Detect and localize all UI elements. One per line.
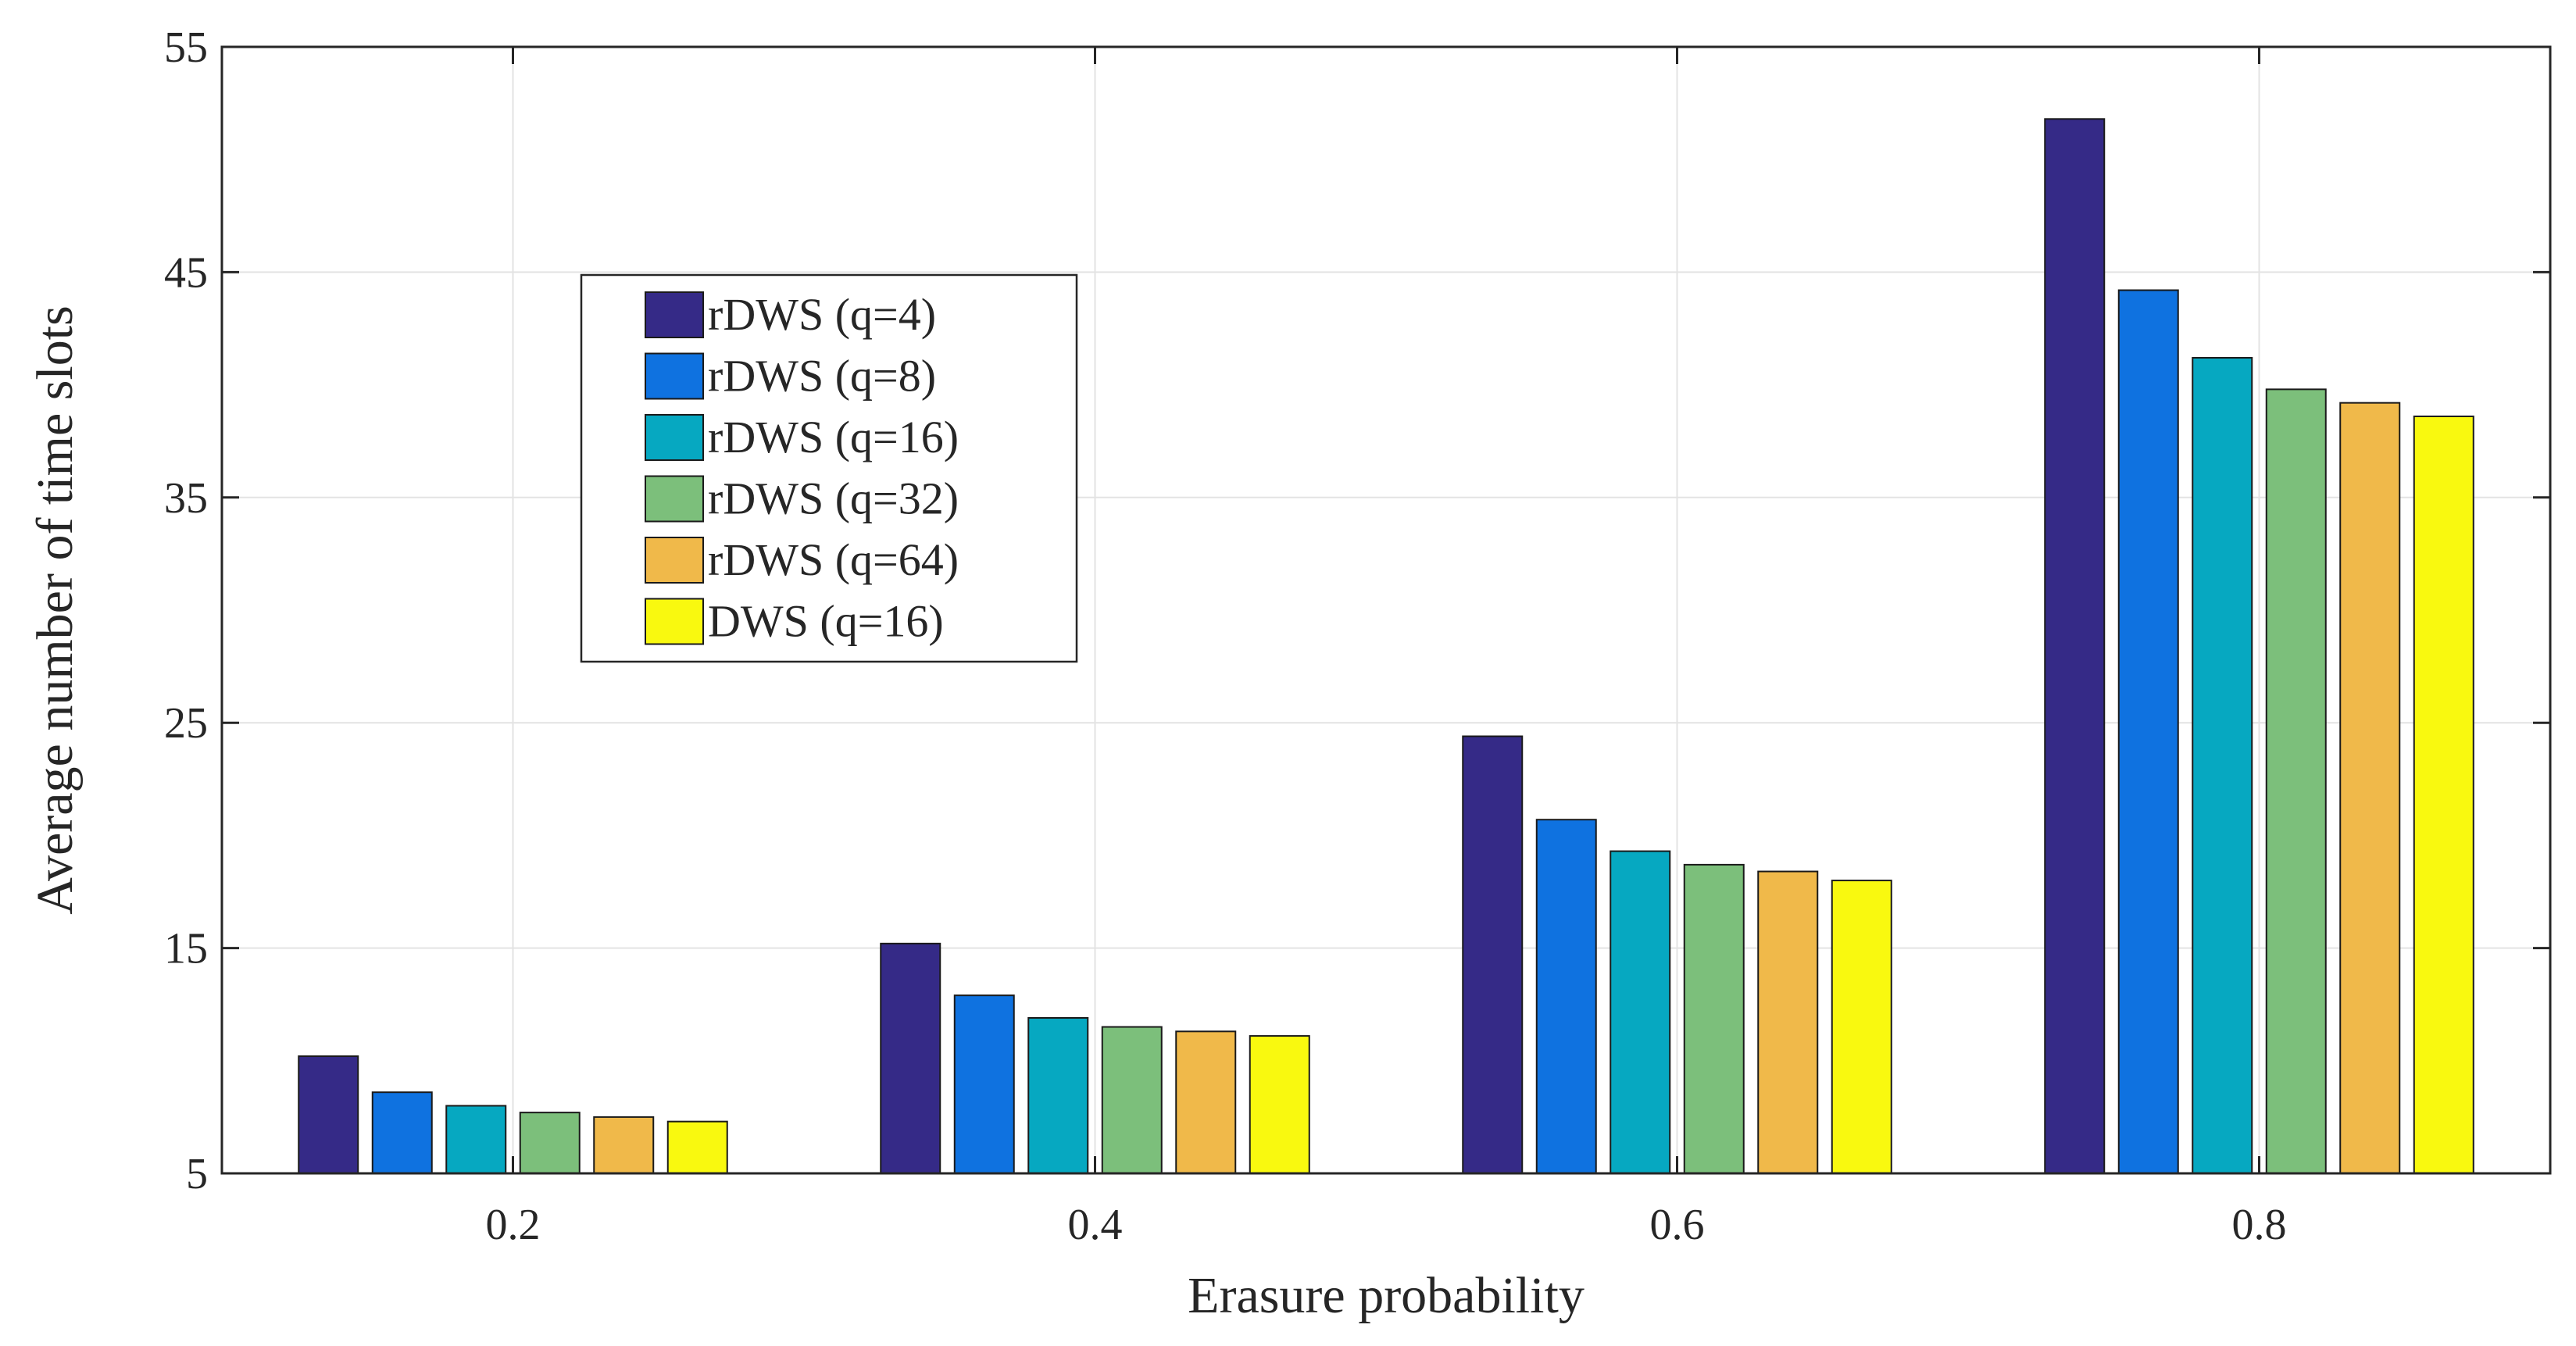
y-tick-label: 55 [164, 23, 208, 72]
bar-series-2-cat-3 [2192, 356, 2253, 1175]
legend-swatch-4 [645, 537, 704, 584]
bar-series-4-cat-0 [593, 1116, 655, 1175]
legend-swatch-1 [645, 352, 704, 400]
legend-swatch-3 [645, 475, 704, 523]
legend-label-3: rDWS (q=32) [708, 473, 959, 524]
bar-series-5-cat-2 [1831, 880, 1892, 1174]
bar-series-4-cat-2 [1757, 870, 1819, 1174]
legend-label-1: rDWS (q=8) [708, 351, 936, 402]
bar-series-0-cat-2 [1462, 735, 1524, 1174]
bar-series-3-cat-3 [2265, 388, 2327, 1175]
legend-swatch-0 [645, 291, 704, 338]
x-axis-label: Erasure probability [1188, 1267, 1585, 1324]
bar-series-0-cat-3 [2044, 118, 2106, 1175]
legend: rDWS (q=4) rDWS (q=8) rDWS (q=16) rDWS (q=3… [580, 273, 1078, 663]
y-tick-label: 5 [186, 1150, 208, 1198]
bar-series-2-cat-2 [1610, 850, 1671, 1174]
legend-label-2: rDWS (q=16) [708, 412, 959, 462]
y-tick-label: 45 [164, 248, 208, 297]
legend-label-0: rDWS (q=4) [708, 289, 936, 340]
bar-series-2-cat-1 [1027, 1017, 1089, 1175]
x-tick-label: 0.2 [486, 1201, 541, 1249]
bar-series-2-cat-0 [445, 1105, 507, 1174]
bar-series-1-cat-0 [371, 1091, 433, 1175]
legend-swatch-5 [645, 598, 704, 645]
y-tick-label: 25 [164, 699, 208, 748]
bar-series-5-cat-0 [666, 1120, 728, 1174]
bars [298, 118, 2474, 1175]
bar-series-5-cat-1 [1249, 1035, 1310, 1175]
y-tick-label: 35 [164, 474, 208, 523]
legend-box [580, 273, 1078, 663]
legend-label-4: rDWS (q=64) [708, 534, 959, 585]
y-tick-label: 15 [164, 925, 208, 973]
x-tick-label: 0.6 [1650, 1201, 1705, 1249]
bar-series-1-cat-2 [1535, 819, 1597, 1175]
legend-swatch-2 [645, 414, 704, 461]
bar-series-4-cat-1 [1175, 1030, 1237, 1174]
bar-series-5-cat-3 [2413, 415, 2474, 1174]
bar-series-3-cat-0 [519, 1112, 581, 1174]
axis-ticks: 5 15 25 35 45 55 0.2 0.4 0.6 0.8 [164, 23, 2550, 1249]
bar-series-4-cat-3 [2339, 402, 2401, 1174]
bar-series-3-cat-1 [1101, 1026, 1163, 1175]
y-axis-label: Average number of time slots [27, 305, 84, 915]
bar-series-1-cat-1 [953, 994, 1015, 1174]
x-tick-label: 0.4 [1068, 1201, 1123, 1249]
bar-series-1-cat-3 [2117, 289, 2179, 1174]
x-tick-label: 0.8 [2232, 1201, 2287, 1249]
bar-series-3-cat-2 [1683, 863, 1745, 1174]
bar-series-0-cat-1 [880, 942, 941, 1175]
bar-series-0-cat-0 [298, 1055, 359, 1174]
plot-frame [220, 45, 2552, 1175]
legend-label-5: DWS (q=16) [708, 596, 944, 647]
